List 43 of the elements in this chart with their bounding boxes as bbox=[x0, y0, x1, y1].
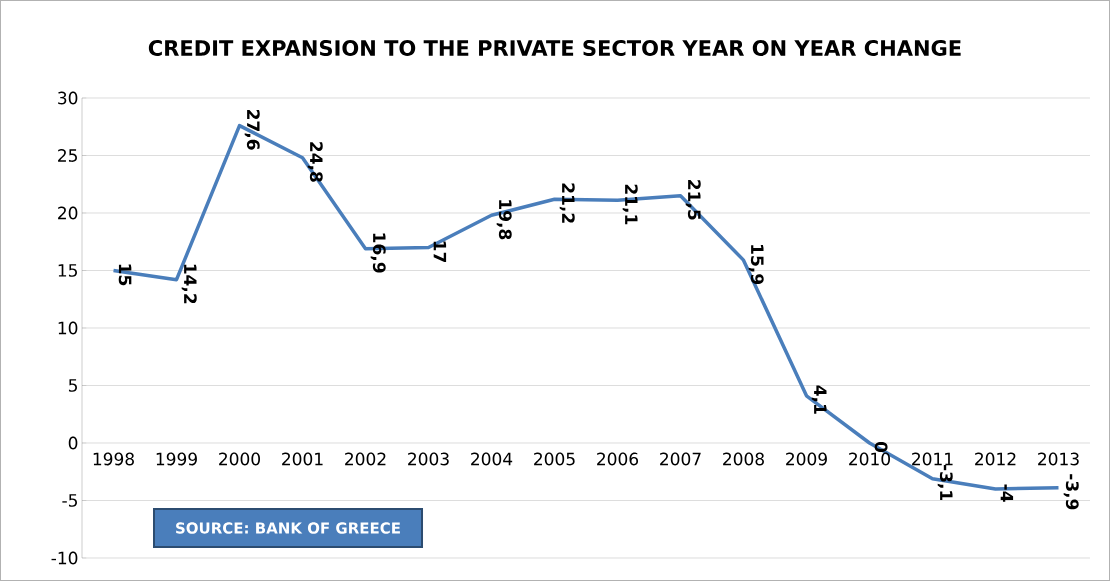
data-label: 17 bbox=[433, 241, 447, 262]
data-label: 21,1 bbox=[622, 184, 638, 225]
data-label: 4,1 bbox=[811, 385, 827, 414]
data-label: 15 bbox=[118, 264, 132, 286]
data-label: 14,2 bbox=[181, 264, 197, 304]
x-tick-label: 1998 bbox=[93, 452, 134, 466]
x-tick-label: 2000 bbox=[219, 452, 260, 466]
y-tick-label: 10 bbox=[58, 321, 78, 335]
data-label: 15,9 bbox=[748, 245, 764, 285]
x-tick-label: 2010 bbox=[849, 452, 890, 466]
x-tick-label: 2009 bbox=[786, 452, 827, 466]
x-tick-label: 2003 bbox=[408, 452, 449, 466]
y-tick-label: -5 bbox=[62, 494, 77, 507]
y-tick-label: 0 bbox=[68, 436, 78, 450]
chart-title: CREDIT EXPANSION TO THE PRIVATE SECTOR YEAR ON YEAR CHANGE bbox=[148, 40, 961, 56]
data-label: 0 bbox=[874, 441, 888, 453]
x-tick-label: 2008 bbox=[723, 452, 764, 466]
x-tick-label: 2011 bbox=[912, 452, 953, 466]
data-label: 24,8 bbox=[307, 142, 323, 182]
x-tick-label: 2001 bbox=[282, 452, 323, 466]
data-label: 21,2 bbox=[559, 183, 575, 223]
data-label: 27,6 bbox=[244, 109, 260, 150]
y-tick-label: 20 bbox=[58, 206, 78, 220]
x-tick-label: 2002 bbox=[345, 452, 386, 466]
y-tick-label: 5 bbox=[68, 379, 77, 392]
x-tick-label: 2007 bbox=[660, 452, 701, 466]
x-tick-label: 2006 bbox=[597, 452, 639, 466]
y-tick-label: 25 bbox=[58, 149, 77, 162]
data-label: 21,5 bbox=[685, 180, 701, 220]
y-tick-label: -10 bbox=[51, 551, 78, 565]
x-tick-label: 2012 bbox=[975, 452, 1016, 466]
data-label: -4 bbox=[1000, 484, 1014, 502]
x-tick-label: 2004 bbox=[471, 452, 513, 466]
x-tick-label: 2005 bbox=[534, 452, 575, 466]
data-label: -3,1 bbox=[937, 464, 953, 501]
data-label: 16,9 bbox=[370, 233, 386, 273]
x-tick-label: 2013 bbox=[1038, 452, 1079, 466]
data-label: -3,9 bbox=[1063, 474, 1079, 510]
x-tick-label: 1999 bbox=[156, 452, 197, 466]
data-label: 19,8 bbox=[496, 200, 512, 240]
y-tick-label: 15 bbox=[58, 264, 77, 277]
y-tick-label: 30 bbox=[58, 91, 78, 105]
annotation: SOURCE: BANK OF GREECE bbox=[176, 522, 400, 534]
